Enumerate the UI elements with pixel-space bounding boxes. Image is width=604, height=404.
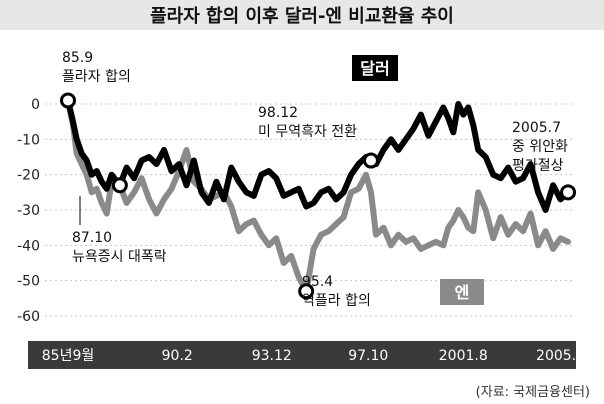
y-tick-label: -10 — [17, 132, 40, 148]
x-axis-band — [28, 341, 576, 369]
event-marker — [298, 283, 315, 300]
annotation-event-2: 평가절상 — [512, 158, 564, 174]
x-tick-label: 85년9월 — [42, 348, 94, 364]
annotation-date: 85.9 — [62, 50, 93, 66]
y-tick-label: -30 — [17, 203, 40, 219]
annotation-date: 2005.7 — [512, 120, 561, 136]
legend-item-yen: 엔 — [440, 279, 484, 305]
event-marker — [111, 177, 128, 194]
y-tick-label: -50 — [17, 274, 40, 290]
y-tick-label: -20 — [17, 168, 40, 184]
event-marker — [560, 184, 577, 201]
annotation-event: 미 무역흑자 전환 — [258, 123, 357, 140]
y-axis-ticks: 0 -10 -20 -30 -40 -50 -60 — [17, 97, 40, 325]
chart-title: 플라자 합의 이후 달러-엔 비교환율 추이 — [150, 5, 454, 27]
annotations: 85.9 플라자 합의 87.10 뉴욕증시 대폭락 95.4 역플라 합의 98.12 미 … — [60, 50, 577, 309]
x-tick-label: 97.10 — [348, 348, 388, 364]
x-axis-ticks: 85년9월 90.2 93.12 97.10 2001.8 2005.7 — [42, 348, 585, 364]
y-tick-label: -60 — [17, 309, 40, 325]
legend-swatch-dollar — [352, 55, 398, 81]
annotation-date: 95.4 — [302, 274, 333, 290]
annotation-event: 중 위안화 — [512, 139, 568, 155]
x-tick-label: 2005.7 — [536, 348, 585, 364]
series-line-yen — [65, 97, 571, 295]
legend: 달러엔 — [352, 55, 484, 305]
annotation-date: 87.10 — [72, 230, 112, 246]
x-tick-label: 2001.8 — [439, 348, 488, 364]
annotation-event: 플라자 합의 — [62, 69, 131, 85]
x-tick-label: 93.12 — [252, 348, 292, 364]
series-lines — [65, 97, 571, 295]
annotation-date: 98.12 — [258, 105, 298, 121]
y-tick-label: -40 — [17, 238, 40, 254]
x-tick-label: 90.2 — [162, 348, 193, 364]
y-tick-label: 0 — [31, 97, 40, 113]
legend-swatch-yen — [440, 279, 484, 305]
legend-label-yen: 엔 — [455, 283, 470, 302]
event-marker — [60, 92, 76, 109]
annotation-event: 뉴욕증시 대폭락 — [72, 249, 167, 265]
legend-label-dollar: 달러 — [360, 59, 389, 78]
series-line-dollar — [65, 97, 571, 213]
source-note: (자료: 국제금융센터) — [476, 385, 590, 400]
event-marker — [363, 152, 380, 169]
title-band — [0, 0, 604, 30]
legend-item-dollar: 달러 — [352, 55, 398, 81]
annotation-event: 역플라 합의 — [302, 293, 371, 309]
